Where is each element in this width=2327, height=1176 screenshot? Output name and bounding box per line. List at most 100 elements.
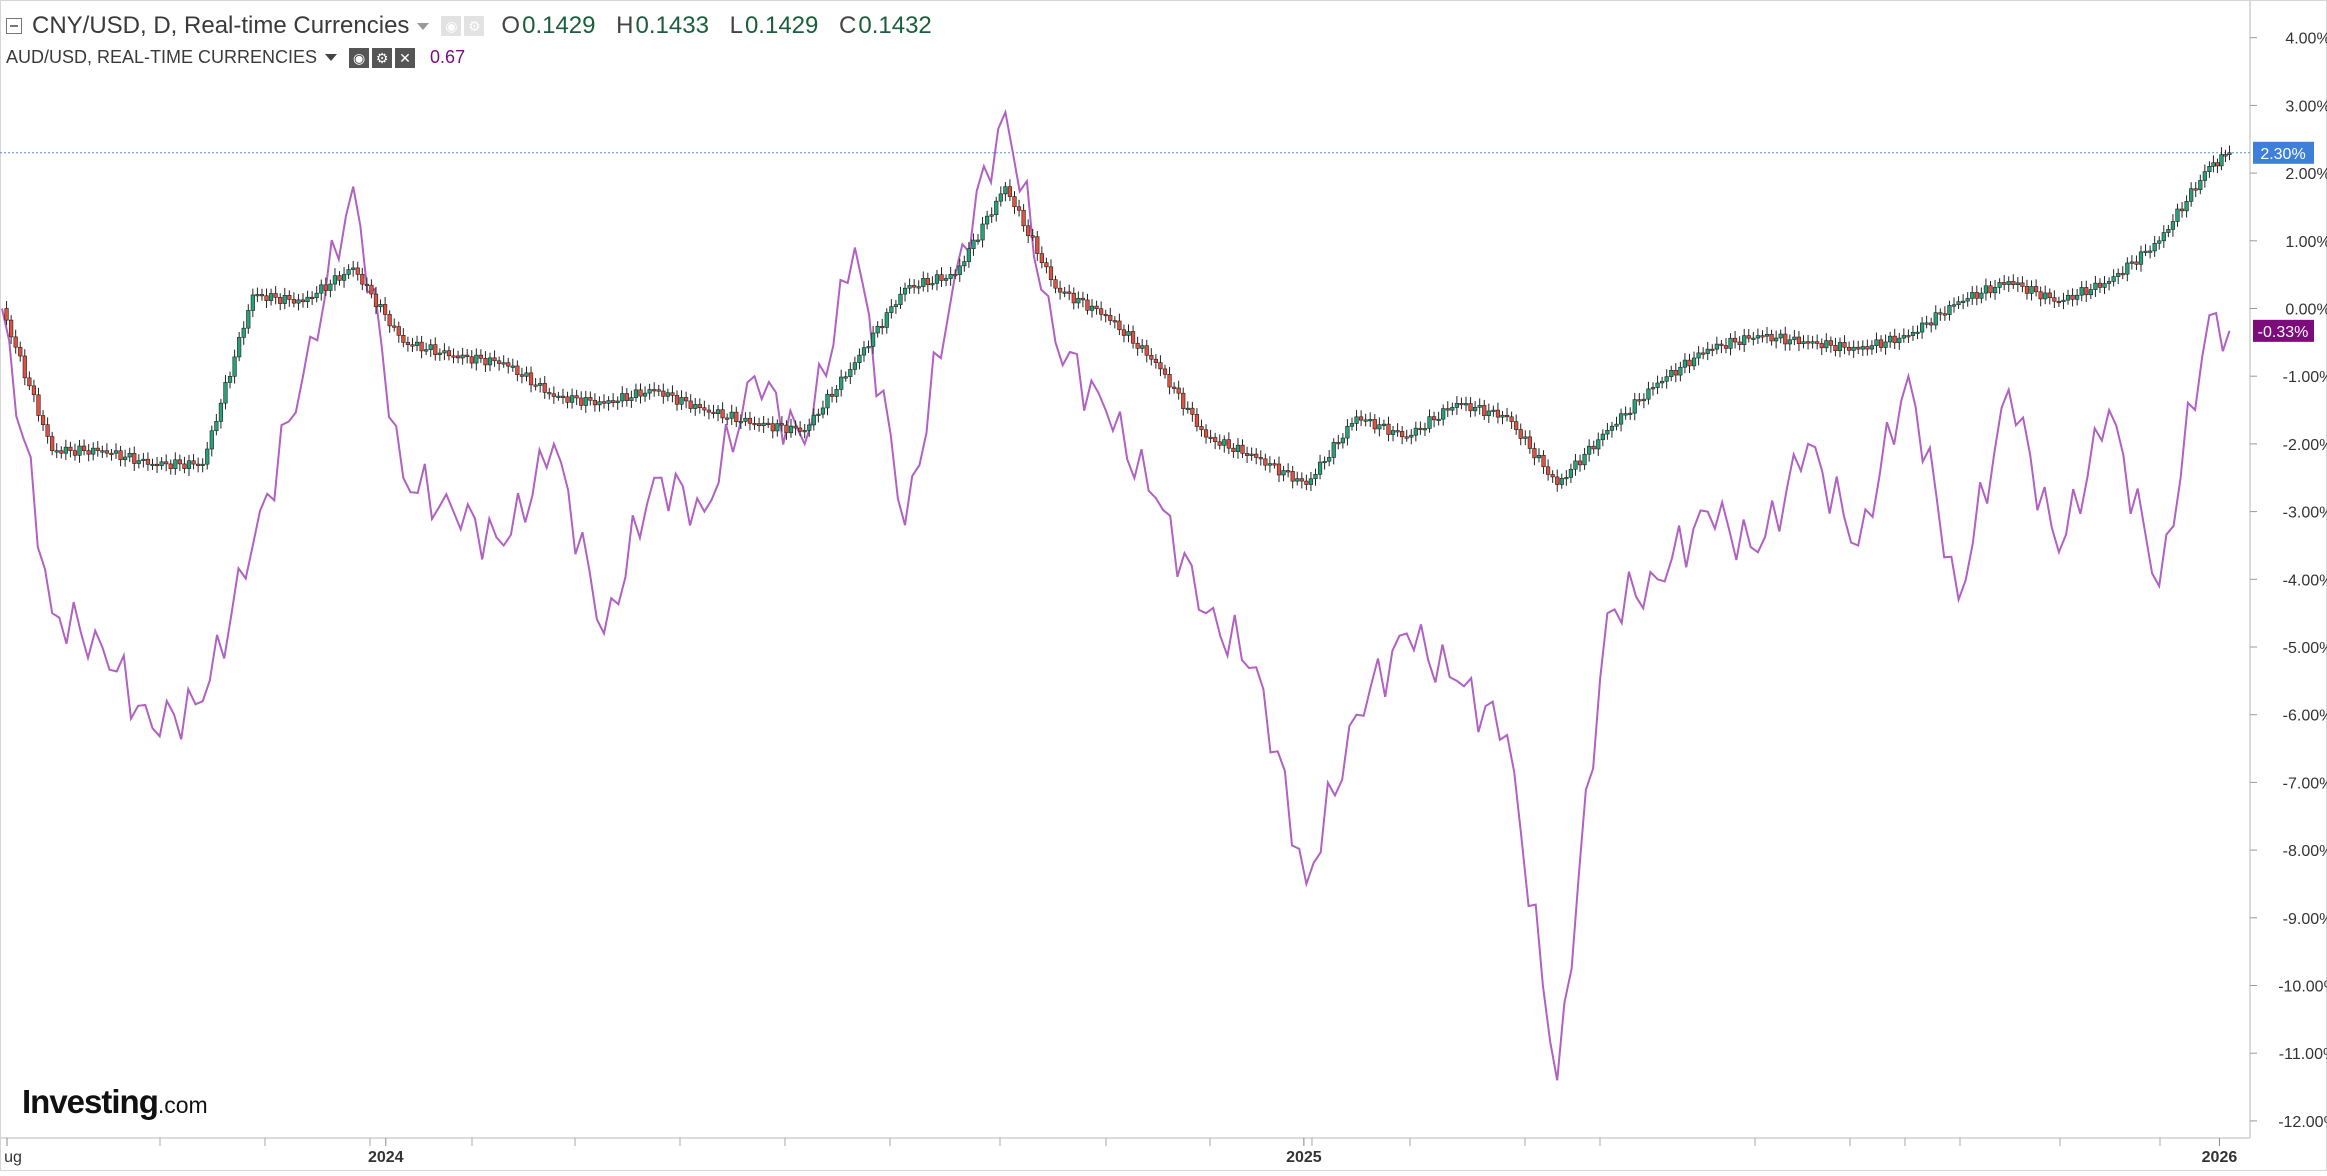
candle-body: [706, 409, 712, 413]
candle-body: [369, 284, 374, 295]
candle-body: [620, 393, 625, 402]
candle-body: [2202, 171, 2207, 181]
candle-body: [2084, 287, 2089, 296]
gear-icon[interactable]: ⚙: [372, 47, 393, 68]
candle-body: [1892, 335, 1897, 344]
candle-body: [1796, 336, 1802, 345]
candle-body: [1732, 337, 1738, 343]
candle-body: [1035, 236, 1040, 254]
candle-body: [1778, 333, 1783, 339]
last-main-value-badge: 2.30%: [2260, 146, 2305, 163]
candle-body: [2211, 162, 2216, 167]
candle-body: [1769, 333, 1774, 342]
candle-body: [437, 352, 442, 355]
candle-body: [1295, 478, 1300, 482]
candle-body: [13, 336, 18, 348]
candle-body: [1012, 196, 1017, 208]
candle-body: [1431, 416, 1437, 421]
candle-body: [962, 261, 967, 267]
candle-body: [743, 417, 748, 422]
candle-body: [323, 284, 328, 291]
candle-body: [2052, 297, 2057, 302]
compare-symbol-label[interactable]: AUD/USD, REAL-TIME CURRENCIES: [6, 47, 318, 67]
candle-body: [1345, 425, 1350, 439]
candle-body: [606, 400, 611, 404]
candle-body: [1714, 343, 1719, 350]
candle-body: [2138, 251, 2144, 265]
gear-icon[interactable]: ⚙: [464, 16, 485, 36]
candle-body: [1650, 387, 1656, 390]
low-value: 0.1429: [744, 12, 819, 39]
candle-body: [1486, 410, 1491, 417]
candle-body: [1016, 206, 1022, 211]
candle-body: [880, 325, 885, 329]
candle-body: [1618, 413, 1624, 425]
close-icon[interactable]: ✕: [395, 47, 416, 68]
candle-body: [1664, 376, 1669, 382]
chevron-down-icon[interactable]: [325, 54, 338, 61]
candle-body: [688, 400, 693, 409]
candle-body: [1039, 253, 1044, 263]
candle-body: [383, 304, 388, 315]
candle-body: [889, 306, 894, 313]
candle-body: [1003, 186, 1008, 195]
candle-body: [1340, 437, 1345, 444]
candle-body: [2070, 294, 2075, 300]
visibility-icon[interactable]: ◉: [441, 16, 462, 36]
candle-body: [487, 357, 493, 366]
candle-body: [319, 284, 324, 294]
candle-body: [1847, 346, 1852, 351]
y-tick-label: 4.00%: [2285, 31, 2327, 48]
candle-body: [296, 299, 301, 304]
candle-body: [515, 365, 520, 376]
candle-body: [1669, 370, 1674, 377]
candle-body: [820, 407, 826, 415]
candle-body: [875, 325, 880, 334]
candle-body: [1915, 331, 1920, 334]
candle-body: [478, 354, 483, 359]
visibility-icon[interactable]: ◉: [349, 47, 370, 68]
candle-body: [2143, 250, 2148, 253]
candle-body: [1536, 454, 1542, 459]
candle-body: [2079, 287, 2084, 296]
candle-body: [136, 460, 141, 464]
chevron-down-icon[interactable]: [417, 22, 430, 30]
candle-body: [661, 390, 666, 397]
candle-body: [1153, 358, 1158, 363]
candle-body: [474, 354, 479, 364]
candle-body: [884, 312, 889, 328]
candle-body: [638, 389, 643, 397]
candle-body: [1203, 429, 1209, 438]
candle-body: [1974, 292, 1979, 299]
candle-body: [2047, 292, 2052, 298]
candle-body: [1888, 335, 1893, 343]
candle-body: [2134, 261, 2139, 265]
main-symbol-label[interactable]: CNY/USD, D, Real-time Currencies: [32, 12, 410, 39]
candle-body: [834, 389, 839, 397]
candle-body: [925, 278, 930, 286]
candle-body: [524, 372, 529, 377]
candle-body: [2207, 166, 2212, 172]
collapse-icon[interactable]: [6, 18, 22, 34]
candle-body: [1176, 387, 1181, 394]
candle-body: [1067, 291, 1072, 294]
candle-body: [2223, 154, 2228, 157]
candle-body: [1532, 448, 1537, 459]
candle-body: [310, 296, 315, 300]
candle-body: [693, 404, 698, 409]
candle-body: [1244, 453, 1250, 456]
candle-body: [305, 296, 310, 303]
candle-body: [1805, 341, 1811, 344]
candle-body: [1824, 340, 1829, 349]
candle-body: [1787, 339, 1792, 345]
candle-body: [1815, 341, 1820, 344]
candle-body: [2170, 221, 2176, 230]
close-label: C: [839, 12, 857, 39]
candle-body: [975, 239, 981, 242]
candle-body: [843, 376, 848, 379]
candle-body: [2219, 154, 2224, 167]
candle-body: [579, 397, 584, 406]
candle-body: [86, 450, 91, 455]
